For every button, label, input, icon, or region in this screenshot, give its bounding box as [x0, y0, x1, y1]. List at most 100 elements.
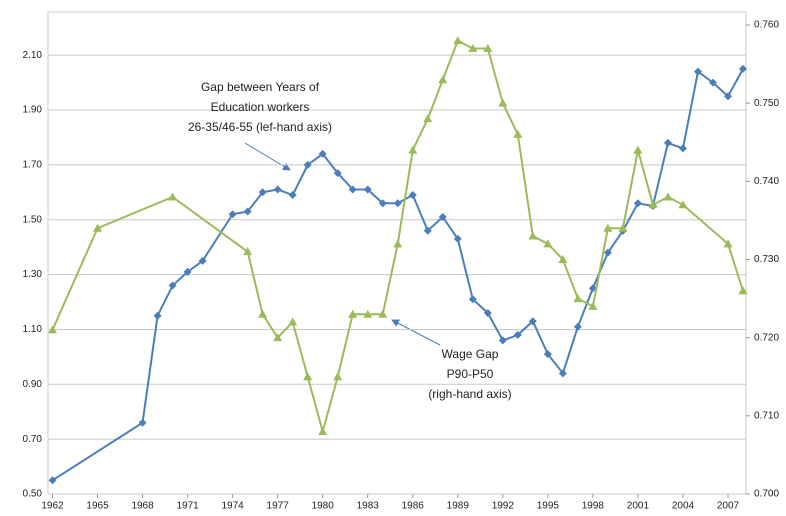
data-point [678, 144, 687, 153]
data-point [153, 311, 162, 320]
annotation: Wage Gap [442, 347, 499, 361]
data-point [588, 301, 598, 310]
data-point [258, 188, 267, 197]
data-point [468, 43, 478, 52]
data-point [498, 98, 508, 107]
data-point [648, 200, 658, 209]
data-point [303, 160, 312, 169]
data-point [603, 223, 613, 232]
y-tick-label: 1.90 [23, 105, 43, 116]
data-point [738, 286, 748, 295]
y-tick-label: 1.10 [23, 324, 43, 335]
y-tick-label: 1.50 [23, 214, 43, 225]
data-point [393, 199, 402, 208]
data-point [183, 267, 192, 276]
data-point [408, 145, 418, 154]
data-point [288, 191, 297, 200]
annotation: (righ-hand axis) [428, 387, 511, 401]
y2-tick-label: 0.700 [754, 489, 779, 500]
annotation: 26-35/46-55 (lef-hand axis) [188, 120, 332, 134]
x-tick-label: 1989 [447, 501, 470, 512]
data-point [168, 192, 178, 201]
data-point [603, 248, 612, 257]
data-point [618, 223, 628, 232]
data-point [633, 199, 642, 208]
y-tick-label: 2.10 [23, 50, 43, 61]
data-point [678, 200, 688, 209]
x-tick-label: 1971 [176, 501, 199, 512]
series-line [51, 39, 744, 436]
data-point [378, 309, 388, 318]
y2-tick-label: 0.750 [754, 98, 779, 109]
data-point [663, 192, 673, 201]
data-point [453, 234, 462, 243]
data-point [483, 308, 492, 317]
y-tick-label: 0.90 [23, 379, 43, 390]
y-tick-label: 1.30 [23, 269, 43, 280]
data-point [198, 256, 207, 265]
data-point [333, 169, 342, 178]
data-point [408, 191, 417, 200]
data-point [348, 185, 357, 194]
data-point [513, 129, 523, 138]
y2-tick-label: 0.710 [754, 410, 779, 421]
y2-tick-label: 0.760 [754, 20, 779, 31]
x-tick-label: 2004 [672, 501, 695, 512]
data-point [303, 372, 313, 381]
data-point [573, 322, 582, 331]
data-point [333, 372, 343, 381]
y-tick-label: 1.70 [23, 160, 43, 171]
data-point [558, 369, 567, 378]
plot-frame [47, 11, 747, 495]
data-point [93, 223, 103, 232]
annotation-arrow [391, 319, 441, 346]
data-point [273, 185, 282, 194]
data-point [423, 114, 433, 123]
data-point [363, 185, 372, 194]
x-tick-label: 1980 [312, 501, 335, 512]
data-point [438, 75, 448, 84]
x-tick-label: 1962 [41, 501, 64, 512]
data-point [48, 476, 57, 485]
data-point [273, 333, 283, 342]
data-point [453, 36, 463, 45]
y-tick-label: 0.70 [23, 434, 43, 445]
data-point [513, 330, 522, 339]
y-tick-label: 0.50 [23, 489, 43, 500]
x-tick-label: 1995 [537, 501, 560, 512]
data-point [738, 64, 747, 73]
x-tick-label: 1998 [582, 501, 605, 512]
annotation: Gap between Years of [201, 80, 320, 94]
x-tick-label: 1968 [131, 501, 154, 512]
data-point [48, 325, 58, 334]
data-point [258, 309, 268, 318]
annotation: P90-P50 [447, 367, 494, 381]
x-tick-label: 2007 [717, 501, 740, 512]
data-point [363, 309, 373, 318]
y2-tick-label: 0.740 [754, 176, 779, 187]
data-point [498, 336, 507, 345]
x-tick-label: 1977 [267, 501, 290, 512]
data-point [318, 149, 327, 158]
data-point [423, 226, 432, 235]
y2-tick-label: 0.720 [754, 332, 779, 343]
annotation-arrow [244, 142, 291, 171]
x-tick-label: 2001 [627, 501, 650, 512]
data-point [723, 92, 732, 101]
data-point [318, 426, 328, 435]
data-point [348, 309, 358, 318]
data-point [288, 317, 298, 326]
data-point [723, 239, 733, 248]
data-point [468, 295, 477, 304]
x-tick-label: 1992 [492, 501, 515, 512]
data-point [378, 199, 387, 208]
data-point [243, 247, 253, 256]
data-point [693, 67, 702, 76]
data-point [573, 294, 583, 303]
data-point [438, 212, 447, 221]
data-point [633, 145, 643, 154]
data-point [663, 138, 672, 147]
data-point [543, 350, 552, 359]
annotation: Education workers [211, 100, 310, 114]
